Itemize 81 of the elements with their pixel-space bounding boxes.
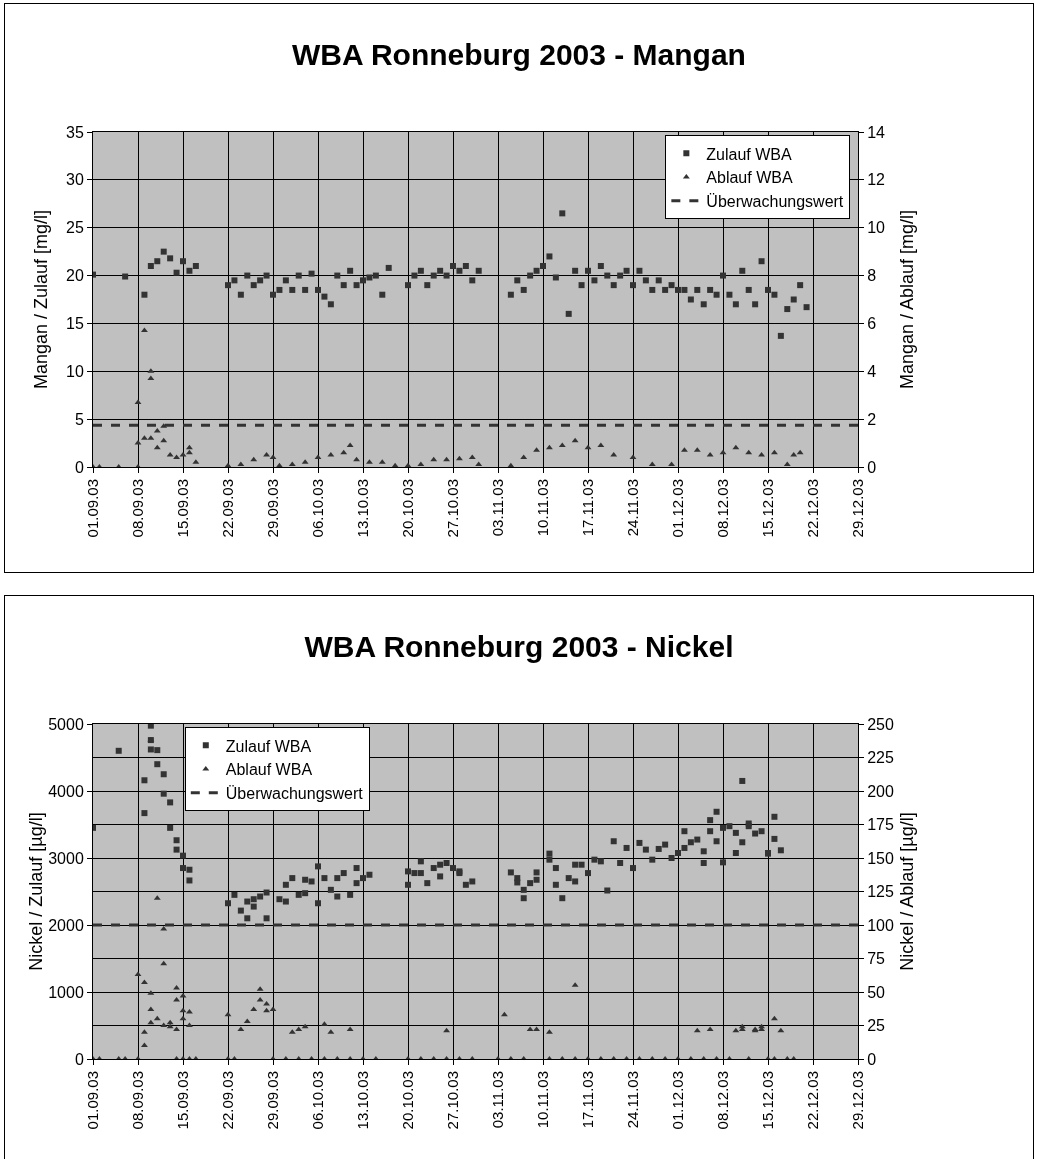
x-tick-label: 17.11.03: [578, 479, 596, 537]
y2-tick-label: 2: [867, 410, 877, 428]
x-tick-label: 15.12.03: [758, 1071, 776, 1130]
y-tick-label: 25: [66, 219, 84, 237]
y-tick-label: 5: [74, 410, 84, 428]
y2-tick-label: 225: [867, 749, 894, 767]
y2-tick-label: 175: [867, 816, 894, 834]
y2-tick-label: 6: [867, 315, 877, 333]
x-tick-label: 13.10.03: [353, 1071, 371, 1130]
x-tick-label: 29.12.03: [848, 479, 866, 538]
x-tick-label: 22.09.03: [218, 1071, 236, 1130]
y2-tick-label: 150: [867, 849, 894, 867]
x-tick-label: 08.12.03: [713, 1071, 731, 1130]
y2-tick-label: 250: [867, 715, 894, 733]
legend-label: Überwachungswert: [225, 785, 364, 803]
x-tick-label: 03.11.03: [488, 479, 506, 537]
y2-tick-label: 10: [867, 219, 886, 237]
x-tick-label: 29.12.03: [848, 1071, 866, 1130]
y2-tick-label: 50: [867, 983, 886, 1001]
y-tick-label: 1000: [48, 983, 84, 1001]
x-tick-label: 22.12.03: [803, 1071, 821, 1130]
y-axis-title: Nickel / Zulauf [µg/l]: [26, 812, 47, 971]
x-tick-label: 29.09.03: [263, 1071, 281, 1130]
legend-label: Überwachungswert: [706, 193, 844, 211]
y-tick-label: 4000: [48, 782, 84, 800]
y2-tick-label: 0: [867, 458, 877, 476]
x-tick-label: 06.10.03: [308, 1071, 326, 1130]
legend-label: Zulauf WBA: [225, 737, 312, 755]
x-tick-label: 29.09.03: [263, 479, 281, 538]
chart-title: WBA Ronneburg 2003 - Nickel: [304, 629, 734, 663]
y-axis-title: Mangan / Zulauf [mg/l]: [31, 209, 51, 390]
x-tick-label: 01.09.03: [83, 1071, 101, 1130]
x-tick-label: 24.11.03: [623, 1071, 641, 1129]
x-tick-label: 15.12.03: [758, 479, 776, 538]
y-tick-label: 5000: [48, 715, 84, 733]
y-tick-label: 20: [66, 267, 84, 285]
y-tick-label: 35: [66, 123, 84, 141]
y-tick-label: 0: [74, 1050, 84, 1068]
y2-tick-label: 14: [867, 123, 886, 141]
x-tick-label: 06.10.03: [308, 479, 326, 538]
y2-axis-title: Mangan / Ablauf [mg/l]: [897, 209, 917, 390]
x-tick-label: 15.09.03: [173, 479, 191, 538]
y2-tick-label: 200: [867, 782, 894, 800]
x-tick-label: 10.11.03: [533, 479, 551, 537]
x-tick-label: 01.09.03: [83, 479, 101, 538]
x-tick-label: 15.09.03: [173, 1071, 191, 1130]
x-tick-label: 08.09.03: [128, 479, 146, 538]
x-tick-label: 08.12.03: [713, 479, 731, 538]
chart-title: WBA Ronneburg 2003 - Mangan: [292, 37, 746, 71]
x-tick-label: 22.09.03: [218, 479, 236, 538]
y-tick-label: 10: [66, 362, 84, 380]
y2-tick-label: 0: [867, 1050, 877, 1068]
x-tick-label: 27.10.03: [443, 1071, 461, 1130]
x-tick-label: 20.10.03: [398, 1071, 416, 1130]
y-tick-label: 0: [74, 458, 84, 476]
y2-tick-label: 100: [867, 916, 894, 934]
x-tick-label: 22.12.03: [803, 479, 821, 538]
x-tick-label: 10.11.03: [533, 1071, 551, 1129]
x-tick-label: 24.11.03: [623, 479, 641, 537]
x-tick-label: 03.11.03: [488, 1071, 506, 1129]
y2-tick-label: 4: [867, 362, 877, 380]
x-tick-label: 13.10.03: [353, 479, 371, 538]
y-tick-label: 3000: [48, 849, 84, 867]
x-tick-label: 20.10.03: [398, 479, 416, 538]
y-tick-label: 15: [66, 315, 84, 333]
legend-label: Ablauf WBA: [706, 169, 793, 187]
x-tick-label: 08.09.03: [128, 1071, 146, 1130]
x-tick-label: 01.12.03: [668, 479, 686, 538]
y-tick-label: 2000: [48, 916, 84, 934]
x-tick-label: 17.11.03: [578, 1071, 596, 1129]
legend-label: Zulauf WBA: [706, 145, 793, 163]
x-tick-label: 01.12.03: [668, 1071, 686, 1130]
y2-axis-title: Nickel / Ablauf [µg/l]: [897, 812, 917, 971]
x-tick-label: 27.10.03: [443, 479, 461, 538]
y2-tick-label: 125: [867, 883, 894, 901]
y-tick-label: 30: [66, 171, 84, 189]
y2-tick-label: 12: [867, 171, 886, 189]
y2-tick-label: 75: [867, 950, 886, 968]
y2-tick-label: 25: [867, 1017, 886, 1035]
y2-tick-label: 8: [867, 267, 877, 285]
legend-label: Ablauf WBA: [225, 761, 313, 779]
